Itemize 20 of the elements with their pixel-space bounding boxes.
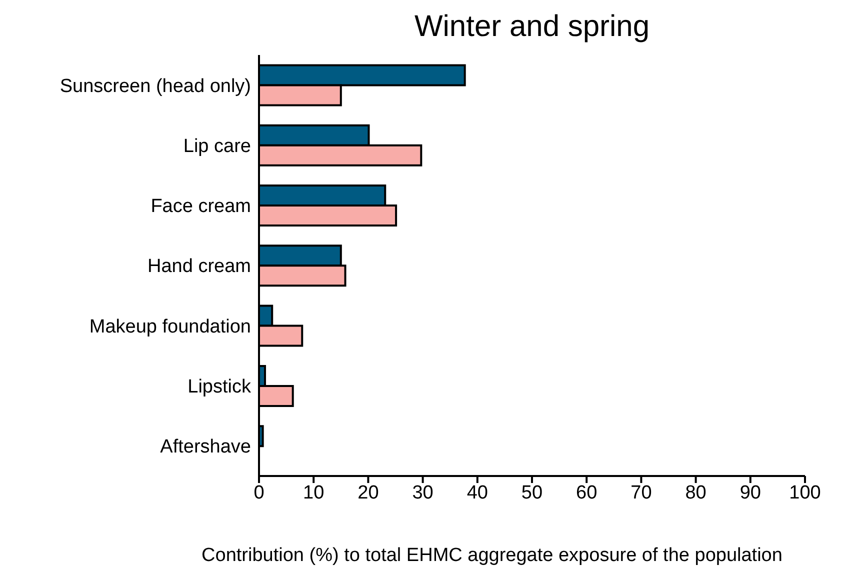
y-tick-label: Lip care <box>183 136 251 157</box>
y-tick-label: Lipstick <box>188 376 252 398</box>
x-tick-label: 30 <box>412 482 434 504</box>
y-tick-label: Makeup foundation <box>89 316 251 338</box>
x-tick-label: 20 <box>358 482 379 504</box>
chart-title: Winter and spring <box>413 10 651 44</box>
x-tick-label: 70 <box>630 482 652 504</box>
y-tick-label: Face cream <box>150 196 251 218</box>
x-axis-title: Contribution (%) to total EHMC aggregate exposure of the population <box>202 545 782 566</box>
x-tick-label: 40 <box>466 482 488 504</box>
x-tick-label: 90 <box>740 482 761 504</box>
x-tick-label: 100 <box>789 482 821 504</box>
x-tick-label: 10 <box>303 482 324 504</box>
x-tick-label: 60 <box>576 482 598 504</box>
y-tick-label: Sunscreen (head only) <box>60 76 251 97</box>
x-tick-label: 50 <box>521 482 543 504</box>
y-tick-label: Aftershave <box>160 436 251 458</box>
y-tick-label: Hand cream <box>148 256 251 278</box>
x-tick-label: 80 <box>685 482 706 504</box>
x-tick-label: 0 <box>254 482 264 504</box>
